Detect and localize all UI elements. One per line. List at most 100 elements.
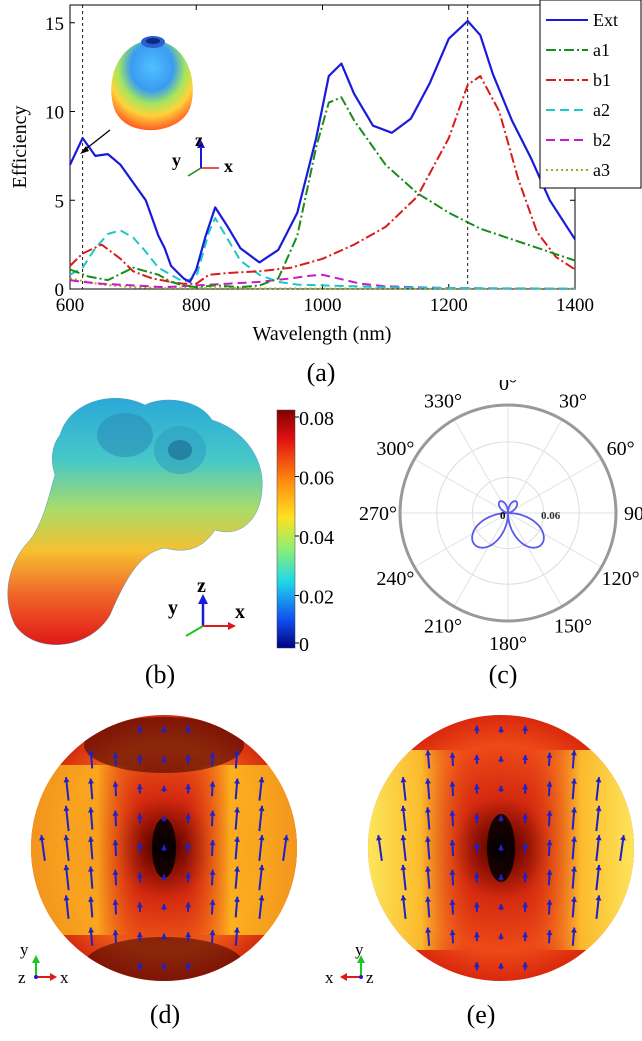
field-arrow-head	[136, 813, 143, 819]
legend: Ext a1 b1 a2 b2 a3	[539, 0, 642, 189]
axes-triad-a: z y x	[172, 130, 233, 177]
field-arrow-head	[424, 807, 431, 813]
axes-triad-b: z y x	[168, 575, 245, 637]
field-arrow-head	[161, 963, 167, 969]
polar-angle-label: 330°	[424, 390, 462, 412]
field-arrow-head	[136, 932, 143, 938]
field-arrow-head	[63, 835, 70, 841]
field-arrow-head	[63, 864, 70, 871]
field-arrow-head	[136, 962, 143, 968]
panel-a-chart: 600 800 1000 1200 1400 0 5 10 15 Wavelength (nm)…	[9, 0, 642, 345]
field-arrow-head	[63, 777, 70, 783]
field-arrow-head	[498, 785, 504, 791]
colorbar-tick-label: 0.08	[299, 408, 334, 430]
colorbar-tick-label: 0.02	[299, 587, 334, 609]
series-line-b1	[69, 75, 576, 285]
axis-x: x	[325, 968, 334, 987]
polar-angle-label: 30°	[559, 390, 587, 412]
field-arrow-head	[449, 930, 456, 936]
series-line-a1	[69, 96, 576, 289]
field-arrow-head	[546, 752, 553, 758]
field-arrow-head	[498, 963, 504, 969]
field-arrow-head	[234, 807, 241, 813]
axis-x: x	[224, 156, 233, 176]
field-arrow-head	[473, 872, 480, 878]
field-arrow-head	[39, 835, 45, 841]
field-arrow-head	[376, 835, 382, 841]
radial-label-006: 0.06	[541, 510, 561, 522]
field-arrow-head	[88, 927, 95, 933]
x-tick-label: 1000	[304, 295, 342, 316]
panel-b-pattern: z y x 0.08 0.06 0.04 0.02 0	[7, 398, 334, 656]
field-arrow-head	[400, 777, 407, 783]
field-arrow-head	[112, 752, 119, 758]
field-arrow-head	[595, 835, 602, 841]
polar-grid	[398, 403, 618, 623]
field-arrow-head	[570, 750, 577, 756]
field-arrow-head	[449, 810, 456, 816]
field-arrow-head	[185, 872, 192, 878]
panel-d-field: y z x	[18, 715, 297, 987]
field-arrow-head	[473, 725, 480, 731]
field-arrow-head	[161, 756, 167, 762]
field-arrow-head	[136, 872, 143, 878]
polar-spoke	[453, 512, 509, 607]
colorbar: 0.08 0.06 0.04 0.02 0	[276, 408, 334, 656]
field-arrow-head	[522, 902, 529, 908]
field-arrow-head	[136, 754, 143, 760]
axis-z: z	[366, 968, 374, 987]
y-tick-label: 5	[55, 191, 65, 212]
field-arrow-head	[425, 927, 432, 933]
field-arrow-head	[136, 725, 143, 731]
polar-angle-label: 90°	[624, 503, 642, 525]
field-arrow-head	[400, 864, 407, 871]
legend-label: a2	[593, 100, 610, 120]
field-arrow-head	[87, 836, 94, 842]
field-arrow-head	[595, 895, 602, 901]
polar-angle-labels: 0° 30° 60° 90° 120° 150° 180° 210° 240° 270° 300° 3…	[359, 380, 642, 655]
field-arrow-head	[161, 904, 167, 910]
field-arrow-head	[209, 899, 216, 905]
field-arrow-head	[209, 781, 216, 787]
series-line-a2	[69, 217, 576, 290]
field-arrow-head	[88, 896, 95, 902]
legend-label: b1	[593, 70, 611, 90]
inset-particle	[111, 36, 193, 131]
field-arrow-head	[233, 896, 240, 902]
field-arrow-head	[161, 933, 167, 939]
polar-angle-label: 180°	[489, 633, 527, 655]
polar-angle-label: 0°	[499, 380, 517, 395]
caption-e: (e)	[466, 1000, 496, 1029]
series-line-a3	[69, 277, 575, 290]
field-arrow-head	[473, 962, 480, 968]
series-group	[69, 19, 576, 290]
caption-b: (b)	[144, 660, 176, 689]
inset-arrow	[80, 129, 111, 154]
x-tick-label: 1200	[430, 295, 468, 316]
polar-spoke	[414, 512, 509, 568]
field-arrow-head	[63, 895, 70, 901]
field-arrow-head	[87, 866, 94, 872]
polar-angle-label: 210°	[424, 616, 462, 638]
field-arrow-head	[161, 845, 167, 850]
field-arrow-head	[258, 864, 265, 871]
field-arrow-head	[571, 807, 578, 813]
polar-angle-label: 60°	[607, 438, 635, 460]
field-arrow-head	[522, 842, 529, 849]
field-arrow-head	[400, 835, 407, 841]
field-arrow-head	[185, 725, 192, 731]
axes-triad-e: y x z	[325, 940, 374, 987]
field-arrow-head	[498, 904, 504, 910]
field-arrow-head	[185, 754, 192, 760]
field-arrow-head	[498, 874, 504, 880]
field-arrow-head	[570, 927, 577, 933]
field-arrow-head	[498, 845, 504, 850]
polar-spoke	[507, 458, 602, 514]
field-arrow-head	[425, 750, 432, 756]
field-arrow-head	[161, 726, 167, 732]
field-arrow-head	[185, 813, 192, 819]
field-arrow-head	[522, 784, 529, 790]
field-arrow-head	[522, 932, 529, 938]
field-arrow-head	[283, 835, 289, 841]
x-tick-label: 600	[56, 295, 85, 316]
